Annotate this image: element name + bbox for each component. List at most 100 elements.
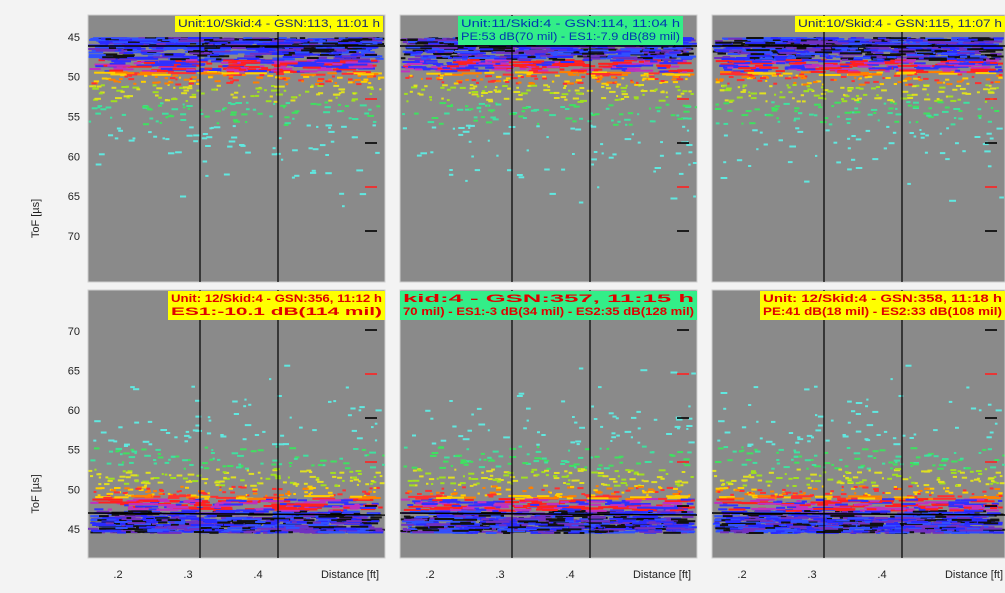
echo-dash (975, 82, 981, 84)
echo-dash (997, 128, 1003, 130)
echo-dash (274, 494, 277, 496)
echo-dash (204, 52, 209, 54)
echo-dash (417, 155, 422, 157)
echo-dash (352, 136, 355, 138)
echo-dash (921, 137, 925, 139)
echo-dash (597, 496, 622, 498)
echo-dash (725, 99, 729, 101)
echo-dash (989, 85, 992, 87)
echo-dash (349, 51, 356, 53)
echo-dash (364, 455, 367, 457)
echo-dash (293, 483, 299, 485)
echo-dash (146, 488, 150, 490)
echo-dash (479, 103, 485, 105)
echo-dash (746, 110, 752, 112)
echo-dash (907, 97, 913, 99)
echo-dash (337, 477, 342, 479)
echo-dash (715, 108, 721, 110)
echo-dash (101, 58, 115, 60)
echo-dash (687, 130, 689, 132)
echo-dash (131, 449, 135, 451)
echo-dash (309, 493, 312, 495)
echo-dash (949, 53, 955, 55)
echo-dash (357, 437, 363, 439)
scan-panel: kid:4 - GSN:357, 11:15 h70 mil) - ES1:-3… (400, 290, 697, 558)
echo-dash (211, 60, 221, 62)
echo-dash (308, 524, 323, 526)
echo-dash (175, 151, 182, 153)
echo-dash (656, 65, 671, 67)
echo-dash (899, 51, 915, 53)
echo-dash (349, 66, 373, 68)
echo-dash (204, 467, 209, 469)
echo-dash (890, 102, 893, 104)
echo-dash (923, 78, 929, 80)
echo-dash (151, 478, 154, 480)
echo-dash (145, 491, 149, 493)
echo-dash (322, 464, 325, 466)
echo-dash (444, 457, 450, 459)
echo-dash (622, 77, 625, 79)
echo-dash (429, 96, 432, 98)
echo-dash (261, 500, 284, 502)
echo-dash (270, 42, 294, 44)
echo-dash (209, 127, 212, 129)
echo-dash (93, 440, 96, 442)
echo-dash (572, 120, 576, 122)
echo-dash (253, 82, 260, 84)
echo-dash (163, 137, 166, 139)
echo-dash (646, 75, 648, 77)
echo-dash (321, 484, 327, 486)
echo-dash (610, 60, 624, 62)
echo-dash (220, 436, 226, 438)
echo-dash (194, 504, 212, 506)
echo-dash (722, 58, 746, 60)
echo-dash (927, 94, 929, 96)
echo-dash (995, 66, 1002, 68)
echo-dash (982, 66, 990, 68)
echo-dash (250, 95, 254, 97)
echo-dash (908, 48, 921, 50)
echo-dash (295, 525, 310, 527)
echo-dash (854, 108, 858, 110)
echo-dash (250, 53, 272, 55)
echo-dash (799, 75, 805, 77)
echo-dash (596, 485, 599, 487)
echo-dash (409, 484, 415, 486)
echo-dash (441, 98, 444, 100)
echo-dash (564, 99, 567, 101)
echo-dash (245, 152, 251, 154)
echo-dash (536, 444, 540, 446)
echo-dash (564, 85, 567, 87)
echo-dash (907, 54, 924, 56)
echo-dash (488, 91, 493, 93)
echo-dash (649, 108, 651, 110)
echo-dash (430, 151, 433, 153)
echo-dash (227, 146, 232, 148)
echo-dash (726, 47, 743, 49)
echo-dash (260, 463, 263, 465)
echo-dash (676, 115, 679, 117)
echo-dash (493, 451, 499, 453)
echo-dash (295, 54, 320, 56)
echo-dash (156, 519, 181, 521)
echo-dash (378, 507, 383, 509)
echo-dash (463, 438, 470, 440)
echo-dash (848, 74, 860, 76)
echo-dash (724, 123, 729, 125)
x-tick-label: .2 (113, 569, 122, 581)
echo-dash (784, 103, 790, 105)
echo-dash (288, 531, 293, 533)
echo-dash (552, 59, 565, 61)
echo-dash (234, 92, 238, 94)
echo-dash (607, 488, 613, 490)
echo-dash (471, 478, 478, 480)
echo-dash (474, 116, 478, 118)
echo-dash (304, 495, 330, 497)
echo-dash (136, 58, 158, 60)
echo-dash (544, 169, 550, 171)
echo-dash (158, 457, 164, 459)
echo-dash (223, 471, 227, 473)
echo-dash (722, 85, 725, 87)
echo-dash (367, 115, 374, 117)
